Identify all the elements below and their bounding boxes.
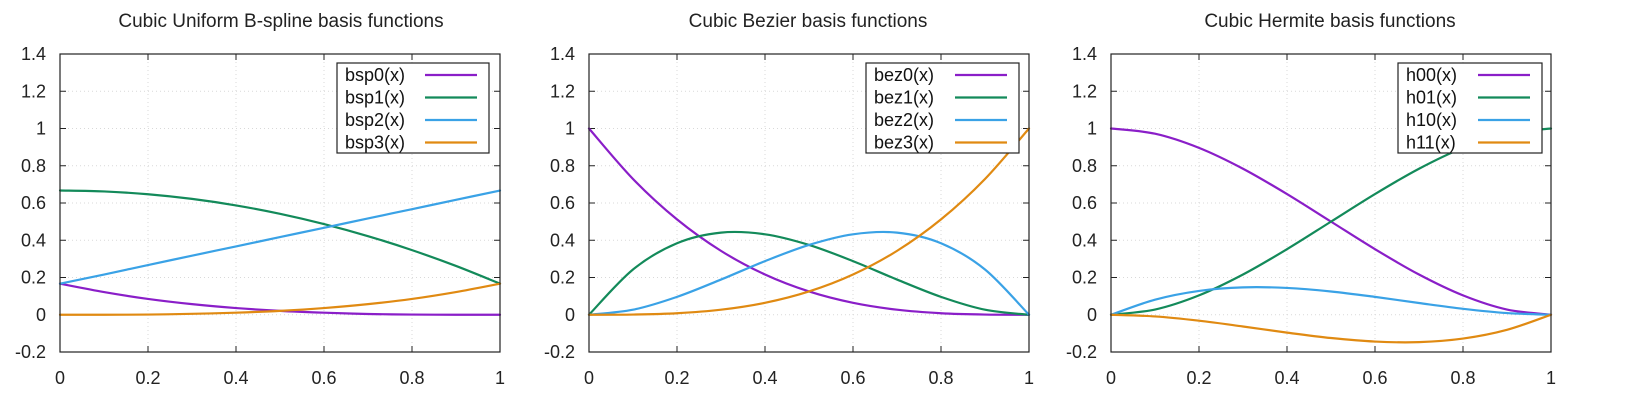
y-tick-label: 0.4 <box>1072 230 1097 250</box>
legend-label: bez3(x) <box>874 133 934 153</box>
y-tick-label: 1 <box>565 119 575 139</box>
y-tick-label: 1.2 <box>550 81 575 101</box>
chart-title: Cubic Bezier basis functions <box>689 11 928 32</box>
x-tick-label: 0.6 <box>311 368 336 388</box>
y-tick-label: 0 <box>565 305 575 325</box>
y-tick-label: 0.8 <box>1072 156 1097 176</box>
y-tick-label: 0.8 <box>550 156 575 176</box>
series-line-3 <box>58 189 502 285</box>
x-tick-label: 0 <box>1106 368 1116 388</box>
y-tick-label: 0.2 <box>1072 268 1097 288</box>
y-tick-label: 0.6 <box>21 193 46 213</box>
y-tick-label: 1.4 <box>21 44 46 64</box>
legend-label: bez0(x) <box>874 65 934 85</box>
y-tick-label: -0.2 <box>15 342 46 362</box>
legend-label: h00(x) <box>1406 65 1457 85</box>
x-tick-label: 0 <box>584 368 594 388</box>
x-tick-label: 1 <box>1546 368 1556 388</box>
y-tick-label: -0.2 <box>1066 342 1097 362</box>
legend: h00(x) h01(x)h10(x) h11(x) <box>1397 62 1543 154</box>
y-tick-label: 0.8 <box>21 156 46 176</box>
series-line-4 <box>1109 313 1553 344</box>
legend-label: bez1(x) <box>874 88 934 108</box>
x-tick-label: 0.8 <box>928 368 953 388</box>
x-tick-label: 1 <box>1024 368 1034 388</box>
y-tick-label: 0.2 <box>21 268 46 288</box>
x-tick-label: 0.6 <box>1362 368 1387 388</box>
chart-title: Cubic Uniform B-spline basis functions <box>118 11 443 32</box>
x-tick-label: 0.8 <box>399 368 424 388</box>
legend: bsp0(x) bsp1(x)bsp2(x) bsp3(x) <box>336 62 490 154</box>
chart-panel-1: Cubic Uniform B-spline basis functions -0… <box>15 11 505 388</box>
plot-frame <box>1110 53 1552 353</box>
x-tick-label: 0.2 <box>664 368 689 388</box>
x-tick-label: 0.8 <box>1450 368 1475 388</box>
plot-frame <box>59 53 501 353</box>
plot-frame <box>588 53 1030 353</box>
y-tick-label: 0.4 <box>550 230 575 250</box>
x-tick-label: 0.2 <box>1186 368 1211 388</box>
x-tick-label: 0 <box>55 368 65 388</box>
chart-title: Cubic Hermite basis functions <box>1204 11 1455 32</box>
y-tick-label: 1.4 <box>550 44 575 64</box>
series-line-4 <box>587 127 1031 316</box>
chart-panel-3: Cubic Hermite basis functions -0.2 0 0.2 0.4… <box>1066 11 1556 388</box>
x-tick-label: 0.4 <box>223 368 248 388</box>
y-tick-label: 0.6 <box>550 193 575 213</box>
y-tick-label: 0 <box>36 305 46 325</box>
legend-box <box>336 62 490 154</box>
x-tick-label: 0.4 <box>752 368 777 388</box>
y-tick-label: 1.4 <box>1072 44 1097 64</box>
y-tick-label: -0.2 <box>544 342 575 362</box>
y-tick-label: 1.2 <box>21 81 46 101</box>
y-tick-label: 1 <box>36 119 46 139</box>
legend-label: bsp2(x) <box>345 110 405 130</box>
x-tick-label: 0.6 <box>840 368 865 388</box>
legend-label: h01(x) <box>1406 88 1457 108</box>
x-tick-label: 0.2 <box>135 368 160 388</box>
legend-box <box>865 62 1020 154</box>
series-line-1 <box>587 127 1031 316</box>
legend-box <box>1397 62 1543 154</box>
legend-label: bez2(x) <box>874 110 934 130</box>
legend-label: h10(x) <box>1406 110 1457 130</box>
y-tick-label: 1 <box>1087 119 1097 139</box>
x-tick-label: 0.4 <box>1274 368 1299 388</box>
legend: bez0(x) bez1(x)bez2(x) bez3(x) <box>865 62 1020 154</box>
x-tick-label: 1 <box>495 368 505 388</box>
legend-label: h11(x) <box>1406 133 1456 153</box>
series-line-3 <box>1109 286 1553 316</box>
y-tick-label: 0.6 <box>1072 193 1097 213</box>
y-tick-label: 0.2 <box>550 268 575 288</box>
legend-label: bsp1(x) <box>345 88 405 108</box>
series-line-2 <box>58 189 502 285</box>
y-tick-label: 0 <box>1087 305 1097 325</box>
y-tick-label: 1.2 <box>1072 81 1097 101</box>
series-line-4 <box>58 282 502 316</box>
chart-panel-2: Cubic Bezier basis functions -0.2 0 0.2 0.4 0… <box>544 11 1034 388</box>
legend-label: bsp3(x) <box>345 133 405 153</box>
series-line-3 <box>587 230 1031 316</box>
legend-label: bsp0(x) <box>345 65 405 85</box>
series-line-2 <box>1109 127 1553 316</box>
y-tick-label: 0.4 <box>21 230 46 250</box>
